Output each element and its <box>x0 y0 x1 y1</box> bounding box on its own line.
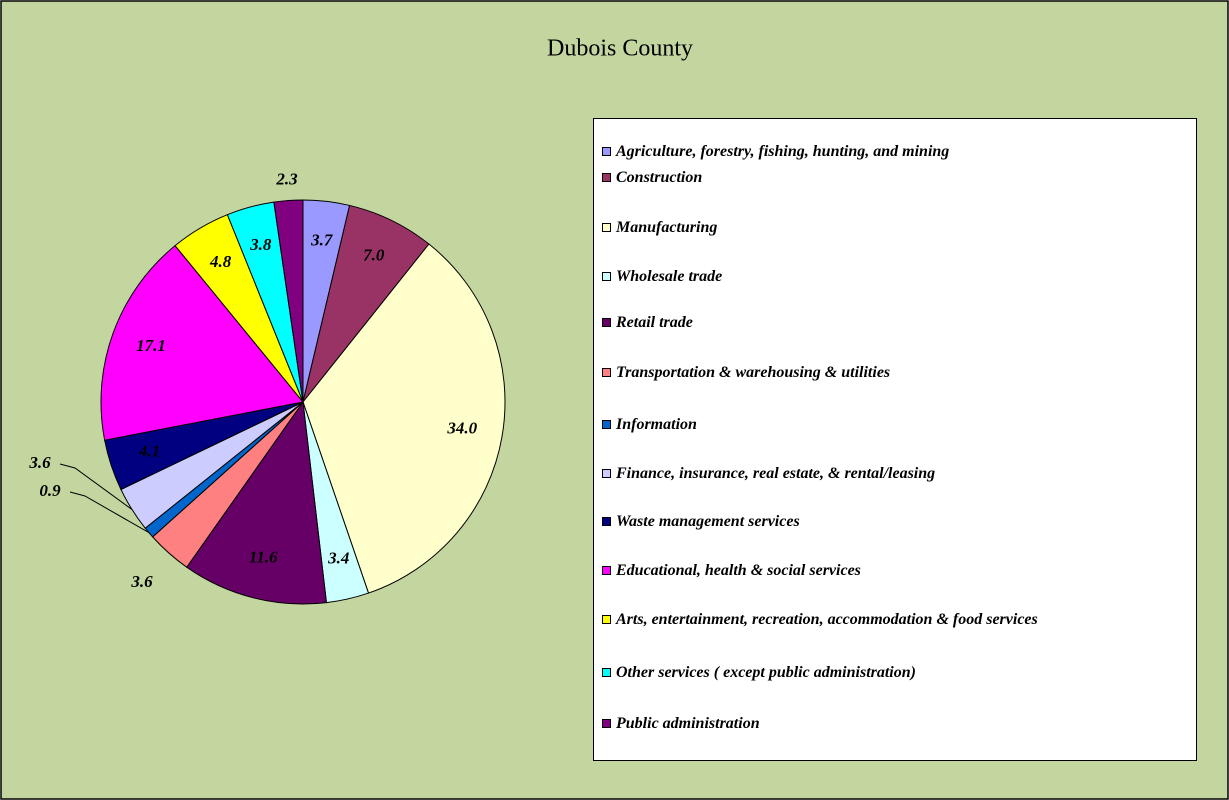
data-label: 4.1 <box>138 442 160 461</box>
chart-title: Dubois County <box>547 36 693 62</box>
pie-slice <box>100 244 304 441</box>
legend-swatch <box>602 615 611 624</box>
legend-label: Public administration <box>616 715 760 732</box>
data-label: 3.6 <box>130 572 153 591</box>
legend-entry: Wholesale trade <box>602 268 1116 285</box>
data-label: 34.0 <box>446 418 477 437</box>
data-label: 7.0 <box>363 246 385 265</box>
data-label: 3.4 <box>327 548 349 567</box>
legend-label: Transportation & warehousing & utilities <box>616 364 891 381</box>
legend-entry: Transportation & warehousing & utilities <box>602 364 1116 381</box>
legend-entry: Arts, entertainment, recreation, accommo… <box>602 611 1116 628</box>
legend-entry: Waste management services <box>602 513 1116 530</box>
data-label: 11.6 <box>249 548 278 567</box>
pie-slice <box>302 243 506 594</box>
legend-swatch <box>602 318 611 327</box>
legend-entry: Finance, insurance, real estate, & renta… <box>602 465 1116 482</box>
legend-entry: Public administration <box>602 715 1116 732</box>
legend-entry: Information <box>602 416 1116 433</box>
legend-swatch <box>602 368 611 377</box>
legend-entry: Construction <box>602 169 1116 186</box>
leader-line <box>69 491 150 534</box>
legend-label: Arts, entertainment, recreation, accommo… <box>616 611 1038 628</box>
legend-entry: Manufacturing <box>602 219 1116 236</box>
data-label: 3.6 <box>28 453 51 472</box>
legend-label: Agriculture, forestry, fishing, hunting,… <box>616 143 950 160</box>
leader-line <box>59 463 133 510</box>
data-label: 3.7 <box>310 230 334 249</box>
data-label: 2.3 <box>275 169 298 188</box>
legend-swatch <box>602 147 611 156</box>
legend: Agriculture, forestry, fishing, hunting,… <box>593 118 1197 761</box>
data-label: 0.9 <box>39 481 61 500</box>
legend-swatch <box>602 517 611 526</box>
legend-swatch <box>602 469 611 478</box>
legend-entry: Retail trade <box>602 314 1116 331</box>
legend-swatch <box>602 173 611 182</box>
legend-label: Information <box>616 416 697 433</box>
legend-swatch <box>602 420 611 429</box>
legend-label: Waste management services <box>616 513 800 530</box>
data-label: 17.1 <box>136 336 166 355</box>
legend-label: Wholesale trade <box>616 268 723 285</box>
data-label: 4.8 <box>209 252 232 271</box>
legend-entry: Agriculture, forestry, fishing, hunting,… <box>602 143 1116 160</box>
legend-label: Educational, health & social services <box>616 562 861 579</box>
legend-swatch <box>602 719 611 728</box>
legend-entry: Educational, health & social services <box>602 562 1116 579</box>
pie-slice <box>186 400 328 605</box>
legend-entry: Other services ( except public administr… <box>602 664 1116 681</box>
legend-swatch <box>602 272 611 281</box>
legend-label: Other services ( except public administr… <box>616 664 916 681</box>
legend-label: Retail trade <box>616 314 693 331</box>
legend-swatch <box>602 566 611 575</box>
legend-swatch <box>602 668 611 677</box>
legend-swatch <box>602 223 611 232</box>
legend-label: Construction <box>616 169 703 186</box>
pie-slice <box>273 199 304 403</box>
data-label: 3.8 <box>249 235 272 254</box>
legend-label: Finance, insurance, real estate, & renta… <box>616 465 936 482</box>
legend-label: Manufacturing <box>616 219 718 236</box>
